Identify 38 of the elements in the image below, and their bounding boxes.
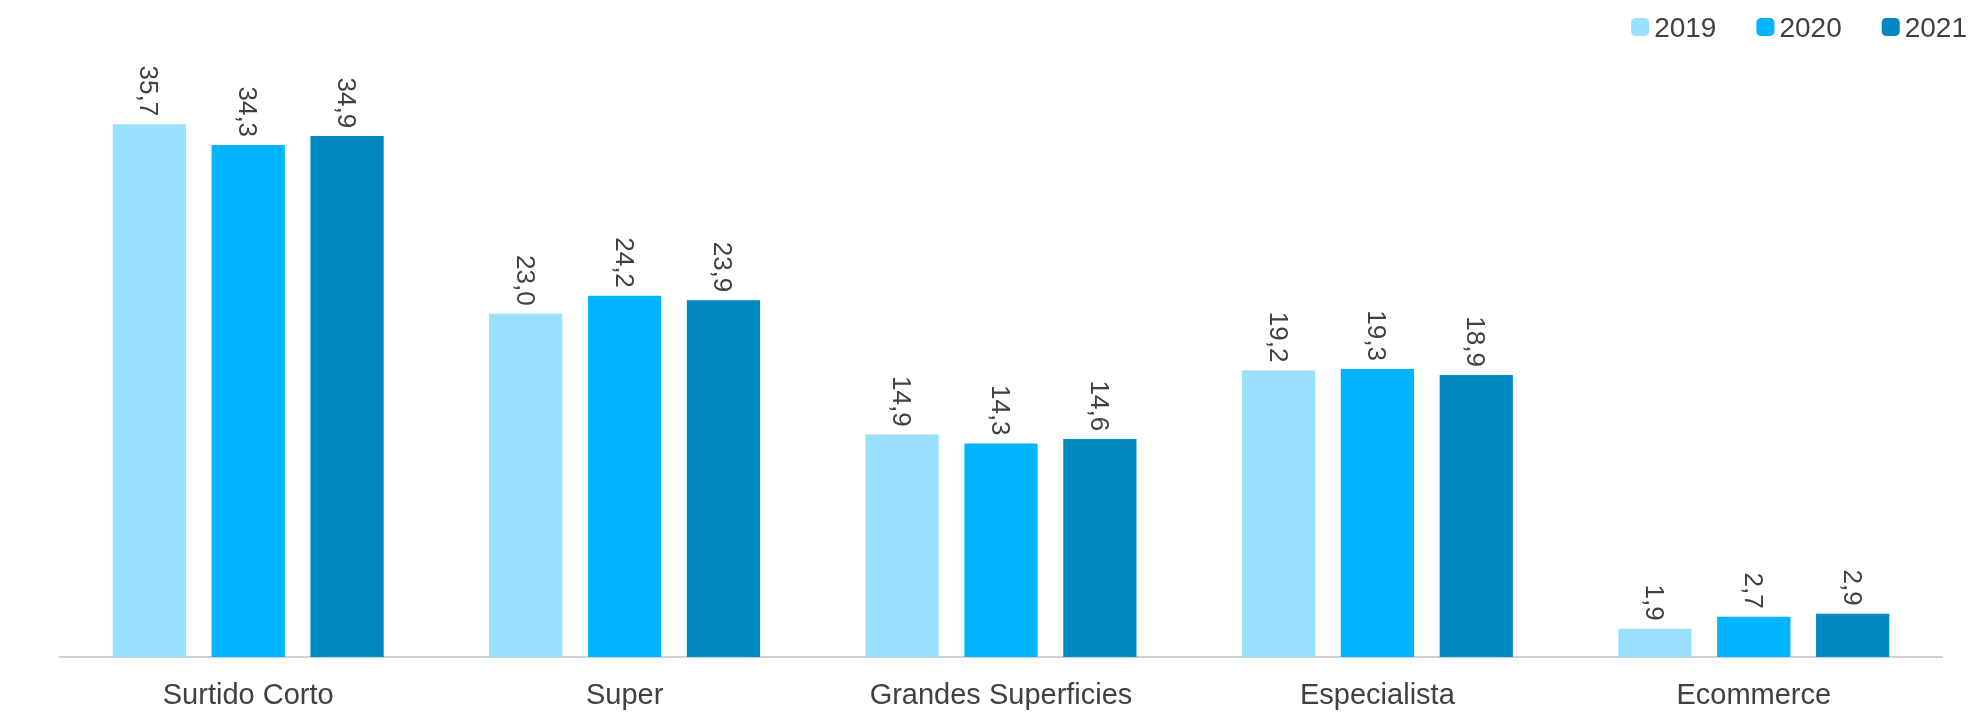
bar xyxy=(112,124,186,657)
bar xyxy=(1816,613,1890,657)
data-label: 14,3 xyxy=(986,384,1016,436)
data-label: 23,9 xyxy=(708,241,739,293)
bar xyxy=(1717,616,1791,657)
bar xyxy=(1063,439,1137,657)
data-label: 18,9 xyxy=(1461,316,1492,367)
data-label: 2,7 xyxy=(1738,572,1769,609)
x-tick-label: Grandes Superficies xyxy=(869,677,1133,710)
data-label: 1,9 xyxy=(1639,584,1670,621)
bar xyxy=(865,434,939,657)
legend-label: 2021 xyxy=(1904,11,1968,43)
bar xyxy=(1241,370,1316,657)
x-tick-label: Especialista xyxy=(1300,677,1456,710)
data-label: 14,6 xyxy=(1084,380,1115,432)
bar xyxy=(310,136,384,657)
legend-label: 2020 xyxy=(1779,11,1842,43)
bar xyxy=(964,443,1038,657)
bar xyxy=(587,295,662,657)
x-tick-label: Surtido Corto xyxy=(162,677,334,710)
legend-label: 2019 xyxy=(1654,11,1717,43)
bar xyxy=(1439,374,1513,657)
data-label: 24,2 xyxy=(609,237,640,288)
data-label: 34,3 xyxy=(233,86,264,138)
bar xyxy=(686,300,761,657)
data-label: 23,0 xyxy=(510,255,541,306)
bar xyxy=(489,313,563,657)
data-label: 34,9 xyxy=(332,77,363,129)
data-label: 19,3 xyxy=(1362,310,1393,361)
x-tick-label: Super xyxy=(585,677,664,710)
bar xyxy=(1340,368,1415,657)
data-label: 14,9 xyxy=(887,376,918,427)
data-label: 2,9 xyxy=(1837,569,1868,606)
bar xyxy=(1618,628,1692,657)
x-tick-label: Ecommerce xyxy=(1676,677,1832,710)
data-label: 19,2 xyxy=(1263,311,1294,363)
bar xyxy=(211,145,285,657)
data-label: 35,7 xyxy=(134,65,165,117)
